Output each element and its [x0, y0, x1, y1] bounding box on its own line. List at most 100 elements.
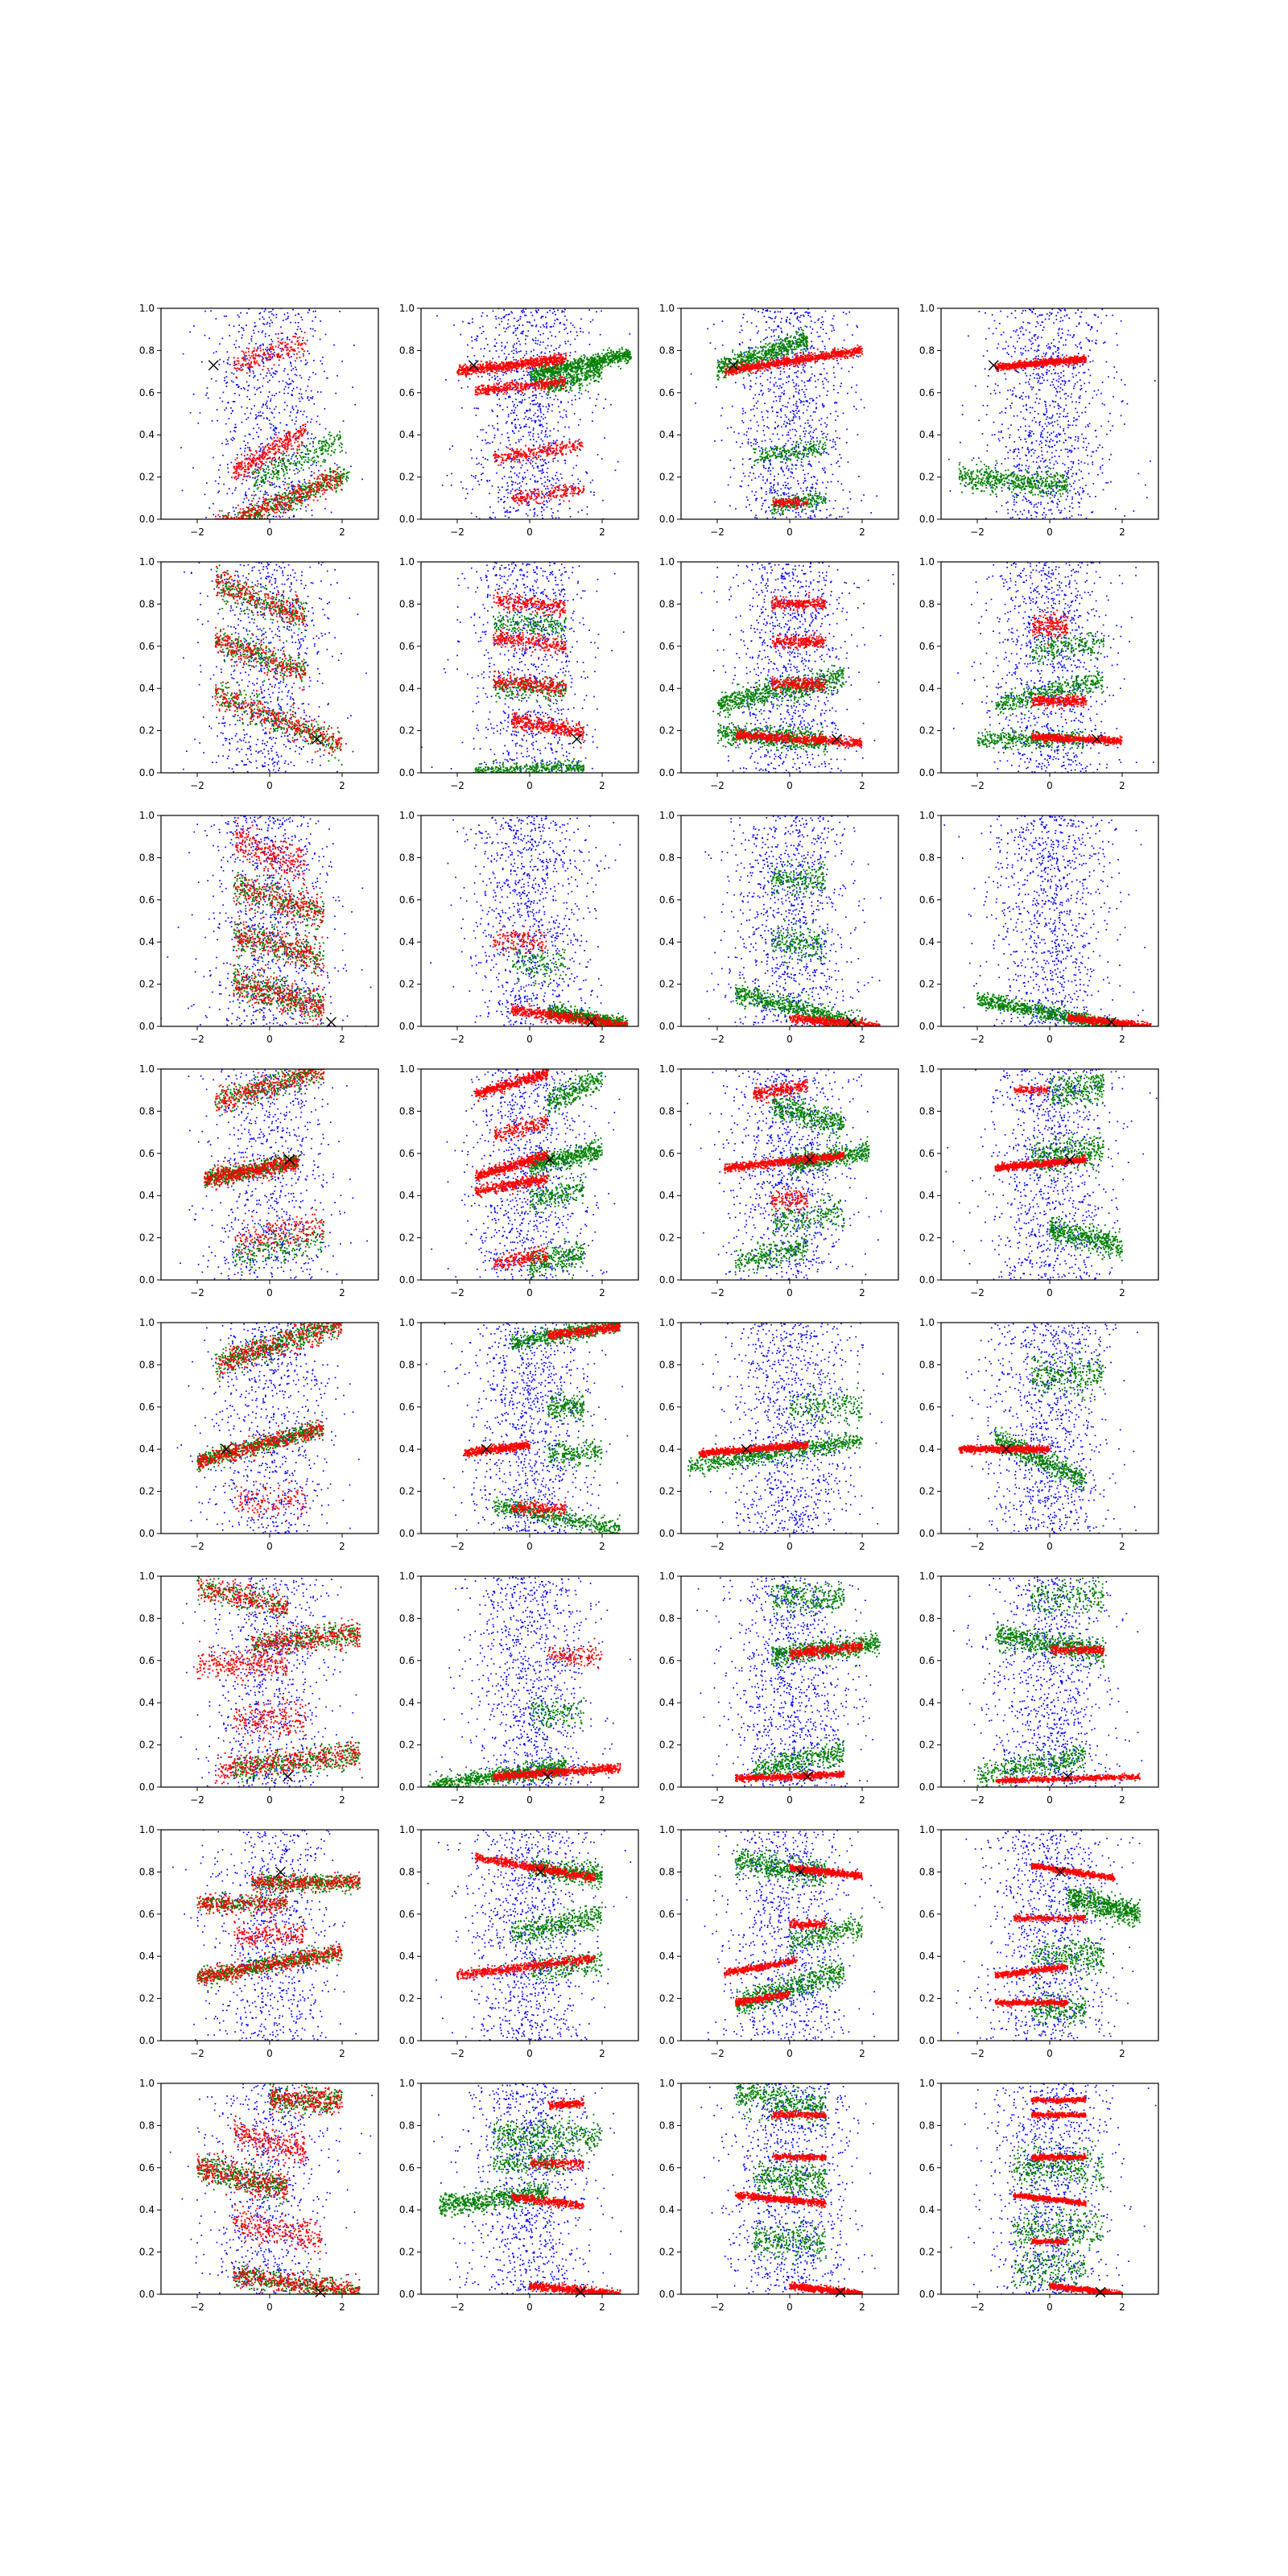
scatter-point [516, 353, 518, 354]
scatter-point [471, 336, 473, 338]
scatter-point [250, 413, 251, 415]
scatter-point [574, 413, 576, 415]
scatter-point [282, 441, 283, 443]
scatter-point [287, 495, 289, 497]
scatter-point [251, 408, 253, 410]
scatter-point [498, 492, 500, 493]
scatter-point [246, 373, 248, 374]
scatter-point [514, 349, 515, 351]
scatter-point [249, 504, 250, 506]
scatter-point [538, 370, 539, 372]
scatter-point [293, 436, 295, 437]
scatter-point [274, 373, 275, 374]
scatter-point [225, 444, 227, 445]
scatter-point [249, 369, 250, 370]
scatter-point [551, 335, 553, 336]
scatter-point [535, 420, 537, 422]
scatter-point [328, 446, 330, 448]
scatter-point [294, 434, 295, 436]
scatter-point [222, 338, 224, 340]
scatter-point [223, 361, 225, 362]
scatter-point [315, 311, 316, 312]
scatter-point [270, 374, 272, 376]
scatter-point [603, 359, 605, 361]
scatter-point [291, 390, 293, 392]
scatter-point [219, 516, 221, 518]
scatter-point [541, 367, 543, 369]
scatter-point [533, 444, 535, 446]
scatter-point [313, 360, 315, 361]
scatter-point [263, 499, 265, 501]
scatter-point [474, 339, 476, 341]
scatter-point [233, 382, 234, 383]
scatter-point [287, 442, 289, 444]
scatter-point [299, 461, 300, 463]
scatter-point [543, 324, 544, 326]
scatter-point [629, 358, 630, 360]
scatter-point [283, 447, 285, 448]
scatter-point [541, 511, 543, 513]
scatter-point [247, 390, 249, 391]
scatter-point [510, 444, 511, 446]
scatter-point [539, 406, 541, 407]
scatter-point [274, 434, 275, 436]
scatter-point [553, 390, 555, 391]
scatter-point [511, 422, 513, 423]
scatter-point [589, 366, 591, 368]
scatter-point [263, 449, 265, 451]
scatter-point [259, 459, 261, 460]
scatter-point [494, 375, 496, 377]
scatter-point [514, 432, 515, 434]
scatter-point [592, 357, 594, 359]
scatter-point [541, 356, 543, 357]
scatter-point [323, 445, 324, 447]
scatter-point [529, 366, 530, 368]
scatter-point [573, 365, 575, 366]
scatter-point [282, 342, 283, 344]
scatter-point [289, 469, 291, 470]
scatter-point [250, 357, 251, 359]
scatter-point [586, 367, 588, 369]
scatter-point [325, 480, 327, 481]
scatter-point [326, 483, 328, 485]
scatter-point [242, 515, 244, 517]
scatter-point [259, 455, 261, 456]
scatter-point [257, 514, 258, 516]
scatter-point [242, 508, 244, 510]
scatter-point [542, 469, 543, 470]
scatter-point [527, 336, 529, 337]
scatter-point [284, 409, 286, 411]
scatter-point [335, 474, 336, 476]
scatter-point [237, 384, 238, 386]
scatter-point [252, 477, 254, 479]
scatter-point [606, 353, 608, 354]
scatter-point [262, 443, 263, 444]
scatter-point [567, 333, 568, 335]
scatter-point [250, 338, 252, 340]
scatter-point [513, 507, 514, 509]
scatter-point [270, 462, 272, 464]
scatter-point [249, 447, 250, 448]
scatter-point [551, 373, 552, 374]
scatter-point [571, 489, 572, 490]
scatter-point [562, 310, 564, 312]
scatter-point [251, 494, 253, 496]
scatter-point [235, 459, 237, 460]
scatter-point [449, 448, 451, 450]
scatter-point [544, 460, 546, 461]
scatter-point [339, 311, 341, 312]
scatter-point [245, 493, 246, 495]
scatter-point [564, 463, 566, 464]
scatter-point [274, 454, 275, 456]
scatter-point [472, 347, 473, 349]
scatter-point [557, 399, 559, 401]
scatter-point [545, 316, 547, 318]
scatter-point [470, 449, 472, 451]
scatter-point [332, 444, 334, 445]
scatter-point [586, 374, 588, 375]
scatter-point [555, 517, 557, 518]
scatter-point [301, 485, 303, 487]
scatter-point [481, 349, 482, 350]
scatter-point [182, 490, 184, 492]
scatter-point [551, 369, 552, 370]
